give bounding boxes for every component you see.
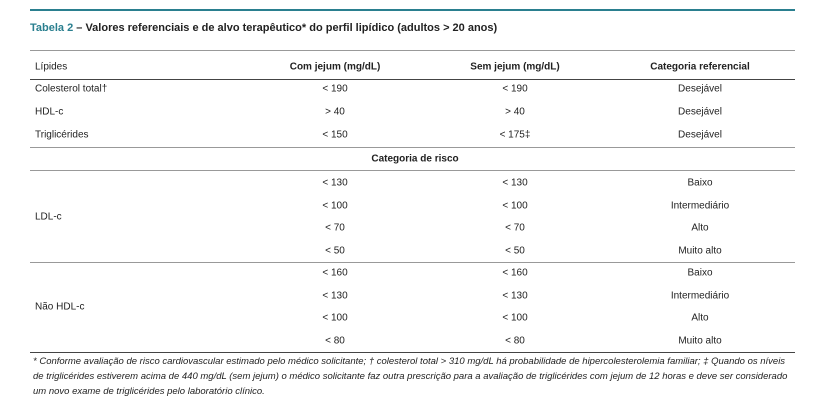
cell: < 70	[505, 222, 525, 234]
cell: < 130	[322, 177, 348, 189]
cell: < 130	[322, 290, 348, 302]
rule	[30, 50, 795, 51]
cell: Baixo	[687, 267, 713, 279]
cell: Desejável	[678, 83, 722, 95]
cell: < 100	[502, 312, 528, 324]
group-label: Não HDL-c	[35, 301, 85, 313]
title-text: – Valores referenciais e de alvo terapêu…	[76, 22, 498, 34]
cell: Alto	[691, 222, 709, 234]
rule	[30, 147, 795, 148]
cell: < 160	[322, 267, 348, 279]
cell: < 50	[325, 245, 345, 257]
cell: > 40	[325, 106, 345, 118]
cell: < 100	[322, 200, 348, 212]
cell: < 175‡	[499, 129, 531, 141]
cell: < 80	[505, 335, 525, 347]
cell: < 130	[502, 177, 528, 189]
cell: HDL-c	[35, 106, 64, 118]
footnote: * Conforme avaliação de risco cardiovasc…	[33, 356, 788, 397]
cell: < 160	[502, 267, 528, 279]
cell: Desejável	[678, 106, 722, 118]
cell: Triglicérides	[35, 129, 89, 141]
cell: < 80	[325, 335, 345, 347]
cell: Desejável	[678, 129, 722, 141]
group-label: LDL-c	[35, 211, 62, 223]
header-cell: Sem jejum (mg/dL)	[470, 61, 560, 73]
cell: < 190	[322, 83, 348, 95]
top-rule	[30, 9, 795, 11]
title-label: Tabela 2	[30, 22, 74, 34]
rule	[30, 352, 795, 353]
table-title: Tabela 2 – Valores referenciais e de alv…	[30, 22, 497, 34]
header-cell: Categoria referencial	[650, 61, 750, 73]
cell: Muito alto	[678, 245, 722, 257]
cell: Intermediário	[670, 290, 730, 302]
cell: < 150	[322, 129, 348, 141]
rule	[30, 262, 795, 263]
header-cell: Lípides	[35, 61, 68, 73]
cell: < 190	[502, 83, 528, 95]
cell: < 70	[325, 222, 345, 234]
cell: Colesterol total†	[35, 83, 108, 95]
cell: Alto	[691, 312, 709, 324]
rule	[30, 79, 795, 80]
header-cell: Com jejum (mg/dL)	[289, 61, 381, 73]
subheader: Categoria de risco	[371, 153, 459, 165]
cell: Intermediário	[670, 200, 730, 212]
cell: < 100	[502, 200, 528, 212]
cell: Muito alto	[678, 335, 722, 347]
cell: < 130	[502, 290, 528, 302]
cell: < 100	[322, 312, 348, 324]
cell: > 40	[505, 106, 525, 118]
cell: < 50	[505, 245, 525, 257]
cell: Baixo	[687, 177, 713, 189]
rule	[30, 170, 795, 171]
